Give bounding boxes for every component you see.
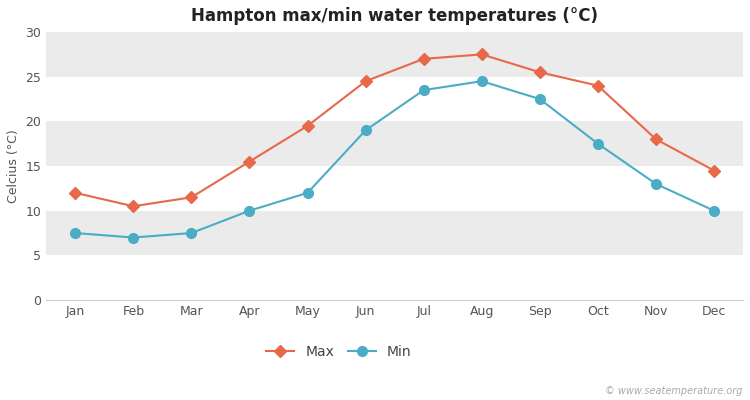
Min	[536, 97, 544, 102]
Min	[710, 208, 718, 213]
Max	[419, 56, 428, 61]
Min	[129, 235, 138, 240]
Min	[187, 231, 196, 236]
Max	[477, 52, 486, 57]
Max	[593, 83, 602, 88]
Bar	[46, 77, 743, 121]
Min	[419, 88, 428, 92]
Title: Hampton max/min water temperatures (°C): Hampton max/min water temperatures (°C)	[191, 7, 598, 25]
Max	[536, 70, 544, 75]
Max	[245, 159, 254, 164]
Bar	[46, 166, 743, 211]
Text: © www.seatemperature.org: © www.seatemperature.org	[605, 386, 742, 396]
Line: Max: Max	[71, 50, 718, 210]
Min	[361, 128, 370, 133]
Max	[652, 137, 661, 142]
Y-axis label: Celcius (°C): Celcius (°C)	[7, 129, 20, 203]
Min	[652, 182, 661, 186]
Min	[477, 79, 486, 84]
Min	[593, 141, 602, 146]
Legend: Max, Min: Max, Min	[261, 339, 417, 364]
Max	[710, 168, 718, 173]
Min	[303, 190, 312, 195]
Max	[361, 79, 370, 84]
Min	[70, 231, 80, 236]
Line: Min: Min	[70, 76, 719, 242]
Max	[129, 204, 138, 209]
Max	[70, 190, 80, 195]
Min	[245, 208, 254, 213]
Bar	[46, 255, 743, 300]
Max	[303, 124, 312, 128]
Max	[187, 195, 196, 200]
